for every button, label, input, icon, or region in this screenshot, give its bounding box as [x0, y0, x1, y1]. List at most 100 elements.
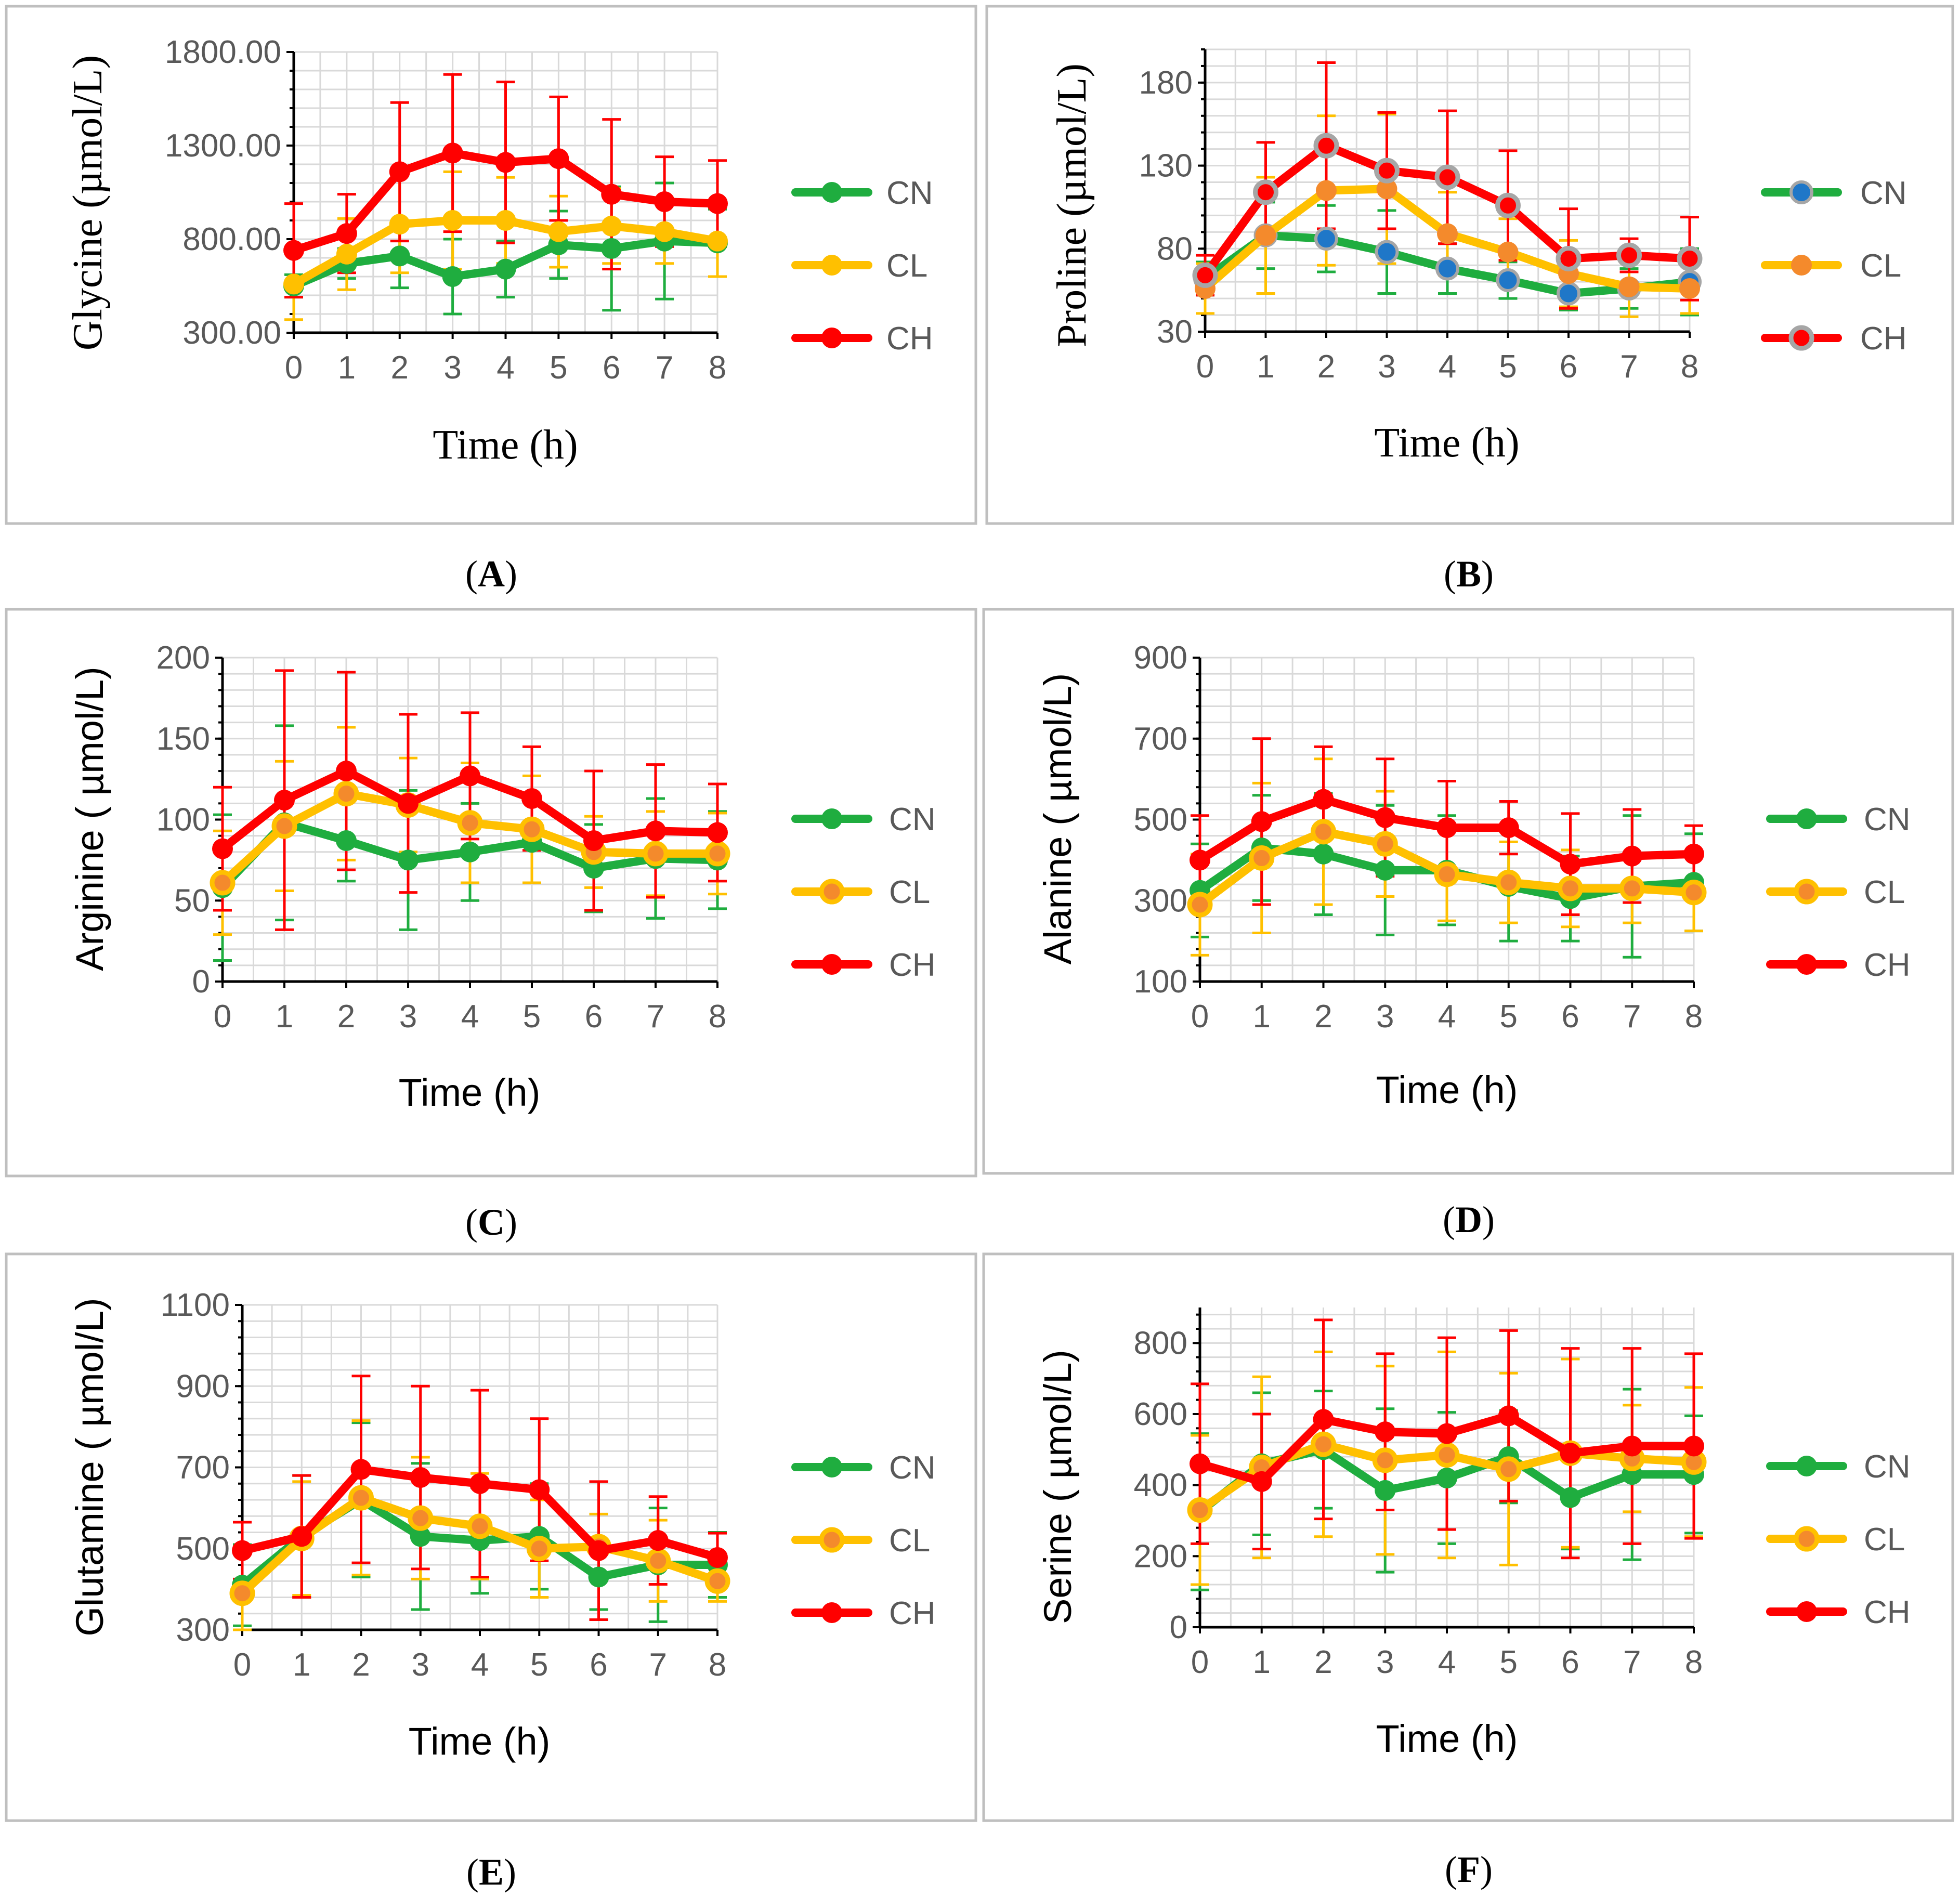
- panel-c-ch-data-point: [645, 820, 666, 842]
- panel-c-y-tick-label: 0: [192, 964, 210, 1000]
- panel-a-ch-data-point: [283, 240, 304, 261]
- panel-f-cl-data-point: [1434, 1442, 1460, 1468]
- panel-a-cl-data-point: [495, 210, 516, 231]
- panel-b-x-tick-label: 0: [1196, 349, 1214, 385]
- panel-d-cl-data-point: [1681, 880, 1707, 906]
- panel-a-ch-data-point: [495, 152, 516, 173]
- panel-e-legend-cn-label: CN: [889, 1450, 936, 1486]
- panel-f-ch-data-point: [1375, 1421, 1396, 1443]
- panel-d-y-tick-label: 500: [1134, 802, 1187, 838]
- panel-f-legend-cn-marker: [1796, 1456, 1817, 1476]
- panel-d-ch-data-point: [1622, 845, 1643, 867]
- panel-b-ch-data-point: [1253, 179, 1278, 205]
- panel-d-legend-cl-label: CL: [1864, 874, 1905, 910]
- panel-c-ch-data-point: [398, 793, 419, 814]
- panel-d-ch-data-point: [1683, 843, 1704, 865]
- panel-c-ch-data-point: [521, 788, 542, 809]
- panel-b-x-axis-title: Time (h): [1374, 420, 1519, 466]
- panel-d-legend-ch-marker: [1796, 954, 1817, 975]
- panel-c-cn-data-point: [460, 841, 480, 862]
- panel-b-cn-data-point: [1496, 268, 1520, 292]
- panel-c-ch-data-point: [336, 761, 357, 782]
- panel-c-x-tick-label: 2: [337, 999, 355, 1035]
- panel-c-legend-cl-marker: [819, 879, 845, 905]
- panel-f-ch-data-point: [1683, 1435, 1704, 1457]
- panel-d-x-tick-label: 6: [1561, 999, 1579, 1035]
- panel-f-ch-data-point: [1313, 1409, 1334, 1430]
- panel-b-x-tick-label: 2: [1317, 349, 1335, 385]
- panel-b-ch-data-point: [1374, 158, 1400, 184]
- panel-d-cl-data-point: [1434, 861, 1460, 887]
- panel-f-y-tick-label: 800: [1134, 1325, 1187, 1361]
- panel-d-plot: 100 300 500 700 900 0 1 2 3 4 5 6 7 8 CN CL CH: [1134, 640, 1911, 1035]
- panel-e-caption-letter: E: [479, 1851, 504, 1893]
- panel-a-cn-data-point: [495, 258, 516, 280]
- panel-e-cn-data-point: [588, 1566, 609, 1588]
- panel-d-cl-data-point: [1372, 831, 1398, 857]
- panel-a-cl-data-point: [389, 214, 410, 235]
- panel-e-cl-data-point: [526, 1536, 552, 1562]
- panel-b-y-tick-label: 130: [1139, 148, 1193, 184]
- panel-e-y-tick-label: 700: [176, 1450, 230, 1486]
- panel-b-x-tick-label: 1: [1257, 349, 1274, 385]
- panel-a-cl-data-point: [707, 230, 728, 252]
- panel-c-x-tick-label: 5: [523, 999, 541, 1035]
- panel-d-cl-data-point: [1187, 892, 1213, 918]
- panel-e-ch-data-point: [588, 1540, 609, 1561]
- panel-c-legend-cl-label: CL: [889, 874, 930, 910]
- panel-c-caption: (C): [465, 1201, 517, 1243]
- panel-a-cl-data-point: [442, 210, 463, 231]
- panel-e-x-tick-label: 4: [471, 1647, 489, 1683]
- panel-b-ch-data-point: [1495, 192, 1521, 218]
- panel-d-y-tick-label: 700: [1134, 721, 1187, 757]
- panel-e-x-tick-label: 8: [709, 1647, 726, 1683]
- panel-b-y-tick-label: 180: [1139, 65, 1193, 101]
- panel-a-ch-data-point: [389, 161, 410, 182]
- panel-b-legend-cl-label: CL: [1860, 248, 1901, 284]
- panel-b-cn-data-point: [1557, 281, 1580, 306]
- panel-d-cl-data-point: [1496, 869, 1522, 895]
- panel-e-ch-data-point: [291, 1526, 312, 1547]
- panel-f-y-tick-label: 200: [1134, 1538, 1187, 1574]
- panel-b-plot: 30 80 130 180 0 1 2 3 4 5 6 7 8 CN CL CH: [1139, 48, 1907, 385]
- panel-f-x-tick-label: 8: [1685, 1644, 1703, 1680]
- panel-b-x-tick-label: 7: [1620, 349, 1638, 385]
- panel-e-x-tick-label: 7: [649, 1647, 667, 1683]
- panel-f-y-tick-label: 0: [1170, 1610, 1187, 1645]
- panel-d-x-tick-label: 3: [1376, 999, 1394, 1035]
- panel-e-x-tick-label: 1: [293, 1647, 310, 1683]
- panel-f-cn-data-point: [1436, 1468, 1457, 1488]
- panel-b-x-tick-label: 4: [1439, 349, 1456, 385]
- panel-f-y-axis-title: Serine ( µmol/L): [1036, 1350, 1079, 1624]
- panel-f-ch-data-point: [1190, 1453, 1210, 1474]
- panel-d-y-tick-label: 300: [1134, 883, 1187, 919]
- panel-c-cn-data-point: [398, 849, 419, 871]
- panel-d-caption: (D): [1443, 1199, 1495, 1240]
- panel-a-ch-data-point: [442, 142, 463, 164]
- panel-d-ch-data-point: [1375, 807, 1396, 828]
- panel-e-x-tick-label: 0: [233, 1647, 251, 1683]
- panel-b-cn-data-point: [1314, 227, 1338, 251]
- panel-a-caption-letter: A: [478, 553, 505, 595]
- panel-c-y-tick-label: 50: [174, 883, 210, 919]
- panel-d-ch-data-point: [1498, 817, 1519, 839]
- panel-b-cl-data-point: [1255, 225, 1276, 246]
- panel-b-legend-ch-label: CH: [1860, 321, 1907, 357]
- panel-d-cn-data-point: [1375, 859, 1396, 881]
- panel-a-x-tick-label: 0: [285, 350, 303, 386]
- panel-f-ch-data-point: [1560, 1443, 1581, 1464]
- panel-a-ch-data-point: [654, 191, 675, 212]
- panel-c-y-tick-label: 150: [156, 721, 210, 757]
- panel-c-ch-data-point: [707, 822, 728, 843]
- panel-b-ch-data-point: [1677, 245, 1703, 271]
- panel-a-legend-cl-marker: [821, 255, 842, 276]
- panel-c-ch-data-point: [212, 838, 233, 859]
- panel-c-x-tick-label: 6: [585, 999, 603, 1035]
- panel-b-x-tick-label: 3: [1378, 349, 1395, 385]
- panel-a-y-tick-label: 1800.00: [165, 34, 281, 70]
- panel-a-x-tick-label: 6: [603, 350, 620, 386]
- panel-b-ch-data-point: [1616, 242, 1642, 268]
- panel-d-ch-data-point: [1313, 789, 1334, 810]
- panel-f-cl-data-point: [1311, 1431, 1336, 1457]
